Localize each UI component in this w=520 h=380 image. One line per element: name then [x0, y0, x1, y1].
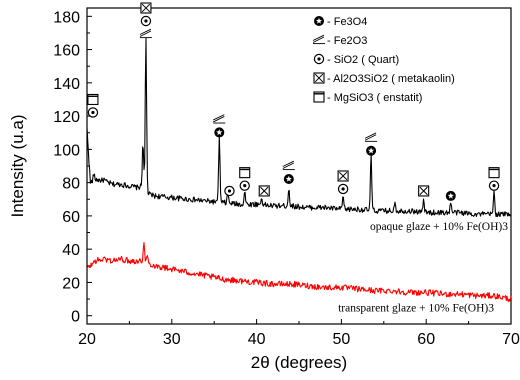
legend-item: - Fe3O4 — [314, 16, 367, 28]
circled-star-icon — [214, 127, 225, 138]
boxed-x-icon — [418, 185, 430, 197]
circled-star-icon — [314, 16, 324, 26]
legend-label: - Fe2O3 — [327, 35, 367, 47]
boxed-x-icon — [313, 72, 325, 84]
circled-dot-icon — [337, 183, 349, 195]
circled-dot-icon — [488, 180, 500, 191]
legend-item: - MgSiO3 ( enstatit) — [313, 91, 422, 104]
phase-marker-group — [239, 167, 251, 191]
legend-item: - Al2O3SiO2 ( metakaolin) — [313, 72, 455, 85]
open-square-icon — [87, 93, 99, 106]
y-tick-label: 120 — [53, 109, 80, 126]
hatch-mark-icon — [282, 160, 295, 171]
y-tick-label: 140 — [53, 76, 80, 93]
circled-dot-icon — [313, 53, 325, 65]
phase-marker-group — [488, 167, 500, 191]
hatch-mark-icon — [364, 132, 378, 142]
y-tick-label: 160 — [53, 43, 80, 60]
open-square-icon — [488, 167, 500, 179]
boxed-x-icon — [258, 185, 270, 197]
y-tick-label: 180 — [53, 9, 80, 26]
phase-marker-group — [139, 2, 152, 39]
phase-marker-group — [224, 185, 235, 197]
x-axis-title: 2θ (degrees) — [251, 353, 347, 372]
circled-dot-icon — [224, 185, 235, 197]
circled-dot-icon — [239, 180, 250, 191]
y-tick-label: 20 — [62, 275, 80, 292]
open-square-icon — [239, 167, 251, 179]
y-axis-title: Intensity (u.a) — [8, 115, 27, 218]
legend-label: - Al2O3SiO2 ( metakaolin) — [327, 73, 455, 85]
phase-marker-group — [258, 185, 270, 197]
y-tick-label: 80 — [62, 176, 80, 193]
phase-marker-group — [418, 185, 430, 197]
x-axis: 20 30 40 50 60 70 — [78, 319, 520, 348]
series-label-transparent: transparent glaze + 10% Fe(OH)3 — [338, 302, 494, 314]
open-square-icon — [313, 91, 325, 103]
phase-marker-group — [87, 93, 99, 118]
phase-marker-layer — [87, 2, 500, 201]
y-axis: 0 20 40 60 80 100 120 140 160 180 — [53, 9, 92, 326]
phase-marker-group — [364, 132, 378, 156]
x-tick-label: 70 — [502, 331, 520, 348]
series-layer — [86, 37, 512, 302]
x-tick-label: 50 — [333, 331, 351, 348]
series-label-opaque: opaque glaze + 10% Fe(OH)3 — [370, 221, 508, 233]
phase-marker-group — [445, 190, 456, 201]
plot-frame — [86, 7, 512, 325]
phase-marker-group — [282, 160, 295, 184]
legend-label: - SiO2 ( Quart) — [327, 54, 399, 66]
boxed-x-icon — [140, 2, 152, 14]
circled-dot-icon — [87, 107, 99, 118]
x-tick-label: 30 — [163, 331, 181, 348]
hatch-mark-icon — [312, 34, 325, 45]
y-tick-label: 60 — [62, 209, 80, 226]
y-tick-label: 40 — [62, 242, 80, 259]
legend: - Fe3O4 - Fe2O3 - SiO2 ( Quart) - Al2O3SiO2… — [312, 16, 455, 104]
hatch-mark-icon — [139, 28, 152, 39]
circled-dot-icon — [140, 15, 152, 27]
y-tick-label: 100 — [53, 142, 80, 159]
circled-star-icon — [445, 190, 456, 201]
phase-marker-group — [337, 170, 349, 195]
series-line-transparent — [86, 241, 512, 302]
x-tick-label: 40 — [248, 331, 266, 348]
boxed-x-icon — [337, 170, 349, 182]
phase-marker-group — [213, 114, 226, 138]
legend-item: - SiO2 ( Quart) — [313, 53, 399, 66]
series-line-opaque — [86, 37, 512, 218]
legend-label: - Fe3O4 — [327, 16, 367, 28]
circled-star-icon — [283, 174, 294, 184]
legend-item: - Fe2O3 — [312, 34, 367, 47]
y-tick-label: 0 — [71, 309, 80, 326]
circled-star-icon — [366, 145, 377, 156]
hatch-mark-icon — [213, 114, 226, 124]
x-tick-label: 20 — [78, 331, 96, 348]
x-tick-label: 60 — [417, 331, 435, 348]
legend-label: - MgSiO3 ( enstatit) — [327, 92, 422, 104]
